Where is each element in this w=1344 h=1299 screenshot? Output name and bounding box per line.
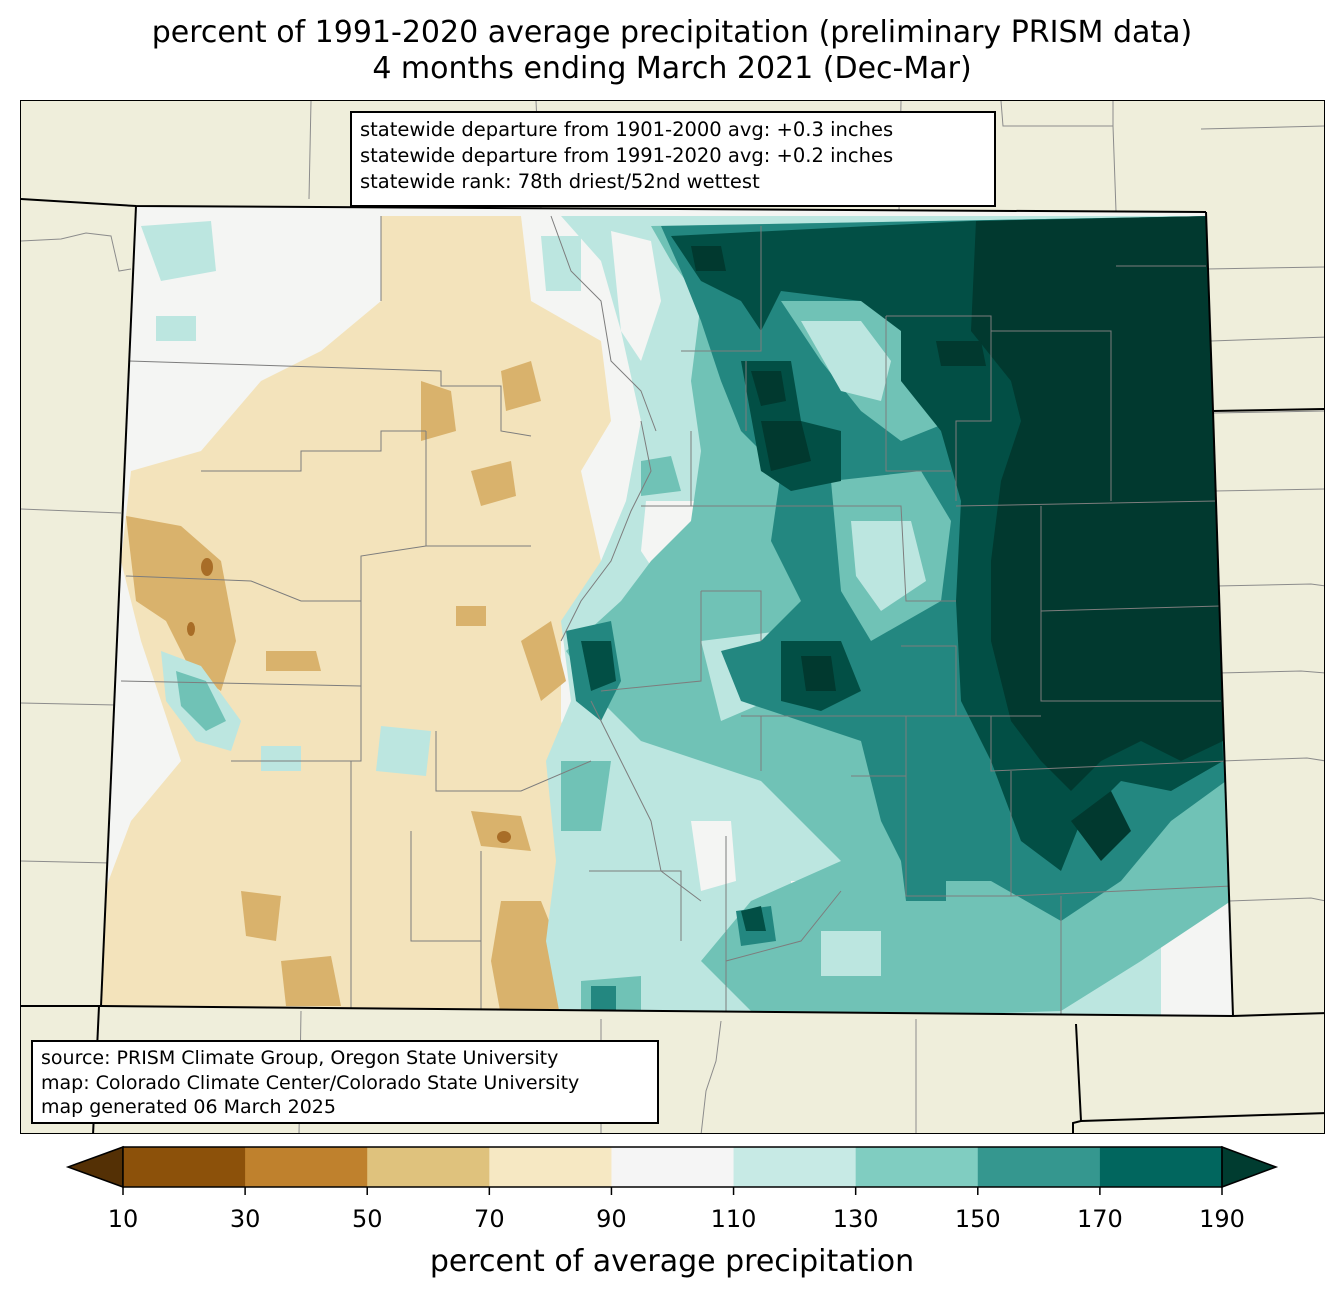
colorbar-swatch (855, 1147, 979, 1187)
colorbar-tick-label: 30 (229, 1205, 261, 1233)
colorbar-swatch (367, 1147, 490, 1187)
colorbar-extend-high (1221, 1145, 1279, 1189)
colorbar (65, 1145, 1279, 1195)
colorbar-swatch (489, 1147, 612, 1187)
colorbar-tick-label: 130 (832, 1205, 879, 1233)
colorbar-tick-label: 170 (1076, 1205, 1123, 1233)
statewide-stats-box: statewide departure from 1901-2000 avg: … (350, 111, 996, 207)
colorbar-swatch (1099, 1147, 1223, 1187)
map-title-line2: 4 months ending March 2021 (Dec-Mar) (372, 51, 972, 86)
source-box: source: PRISM Climate Group, Oregon Stat… (31, 1040, 659, 1124)
colorbar-tick-label: 110 (710, 1205, 757, 1233)
colorbar-swatch (245, 1147, 368, 1187)
county-lines (120, 215, 1232, 1016)
colorbar-label: percent of average precipitation (429, 1244, 915, 1279)
source-line-2: map: Colorado Climate Center/Colorado St… (41, 1071, 580, 1094)
stats-line-3: statewide rank: 78th driest/52nd wettest (360, 170, 760, 193)
precipitation-field (101, 206, 1233, 1016)
map-title-line1: percent of 1991-2020 average precipitati… (151, 15, 1193, 50)
stats-line-1: statewide departure from 1901-2000 avg: … (360, 118, 894, 141)
colorbar-tick-label: 150 (954, 1205, 1001, 1233)
colorbar-swatch (123, 1147, 246, 1187)
source-line-1: source: PRISM Climate Group, Oregon Stat… (41, 1047, 559, 1069)
colorbar-swatch (611, 1147, 735, 1187)
colorbar-tick-label: 90 (596, 1205, 627, 1233)
stats-line-2: statewide departure from 1991-2020 avg: … (360, 144, 894, 167)
colorbar-extend-low (65, 1145, 124, 1189)
source-line-3: map generated 06 March 2025 (41, 1096, 336, 1118)
colorbar-tick-label: 190 (1199, 1205, 1245, 1233)
colorbar-tick-label: 10 (107, 1205, 139, 1233)
colorbar-tick-label: 70 (474, 1205, 505, 1233)
colorbar-tick-label: 50 (351, 1205, 383, 1233)
colorbar-swatch (733, 1147, 857, 1187)
colorbar-swatch (977, 1147, 1101, 1187)
colorbar-frame (122, 1146, 1223, 1188)
map-frame (20, 100, 1325, 1134)
precipitation-map (21, 101, 1324, 1133)
